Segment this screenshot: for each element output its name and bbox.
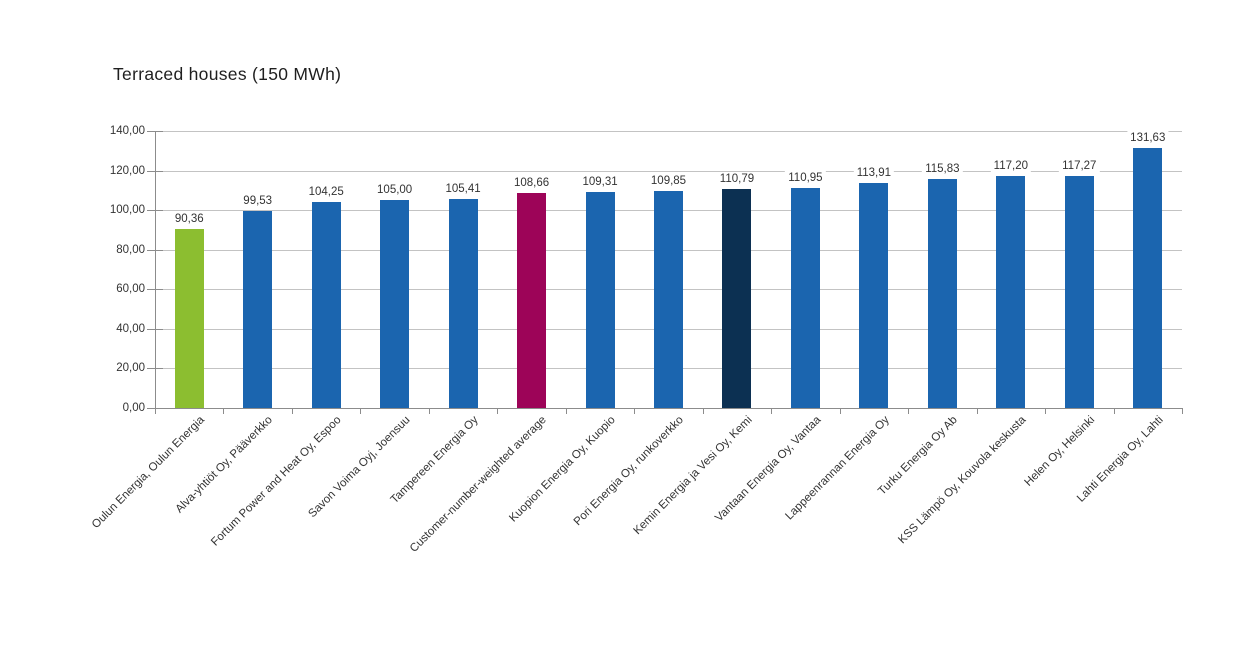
bar xyxy=(243,211,273,408)
bar xyxy=(1064,175,1094,408)
x-axis-tick xyxy=(497,409,498,414)
x-axis-label: Pori Energia Oy, runkoverkko xyxy=(571,414,686,529)
x-axis-tick xyxy=(771,409,772,414)
x-axis-label: Kemin Energia ja Vesi Oy, Kemi xyxy=(631,414,755,538)
y-axis-label: 40,00 xyxy=(116,322,145,335)
y-axis-label: 0,00 xyxy=(122,402,145,414)
x-axis-tick xyxy=(840,409,841,414)
x-axis-label: Fortum Power and Heat Oy, Espoo xyxy=(209,414,344,549)
y-axis-tick xyxy=(147,328,163,330)
gridline xyxy=(155,170,1182,172)
x-axis-tick xyxy=(977,409,978,414)
bar xyxy=(380,200,410,408)
bar-value-label: 115,83 xyxy=(922,161,963,176)
bar xyxy=(585,191,615,408)
x-axis-tick xyxy=(634,409,635,414)
x-axis-label: KSS Lämpö Oy, Kouvola keskusta xyxy=(896,414,1029,547)
bar-value-label: 99,53 xyxy=(240,194,276,209)
bar-value-label: 105,41 xyxy=(442,182,484,197)
bar xyxy=(654,190,683,408)
plot-area: 90,36 99,53 104,25 105,00 105,41 108,66 109,31… xyxy=(155,130,1182,408)
bar-value-label: 109,31 xyxy=(579,174,621,189)
y-axis-label: 20,00 xyxy=(116,362,145,375)
y-axis-tick xyxy=(147,368,163,370)
bar-value-label: 90,36 xyxy=(171,212,207,227)
x-axis-tick xyxy=(1182,409,1183,414)
gridline xyxy=(155,131,1182,132)
bar-value-label: 110,79 xyxy=(716,171,758,186)
y-axis-tick xyxy=(147,170,163,172)
y-axis-label: 80,00 xyxy=(116,243,145,256)
x-axis-tick xyxy=(703,409,704,414)
bar-value-label: 105,00 xyxy=(374,183,416,198)
bar xyxy=(174,229,204,408)
bar xyxy=(859,182,889,408)
x-axis-tick xyxy=(566,409,567,414)
bar xyxy=(517,193,547,408)
bar-value-label: 110,95 xyxy=(785,171,826,186)
y-axis-label: 120,00 xyxy=(109,164,145,177)
bar xyxy=(311,201,341,408)
bar xyxy=(722,188,752,408)
bar xyxy=(790,188,820,408)
bar xyxy=(1133,147,1163,408)
y-axis-tick xyxy=(147,408,163,409)
y-axis-tick xyxy=(147,249,163,251)
x-axis-tick xyxy=(223,409,224,414)
y-axis-tick xyxy=(147,210,163,212)
x-axis-tick xyxy=(429,409,430,414)
bar xyxy=(448,199,478,408)
x-axis-line xyxy=(155,408,1183,409)
bar-value-label: 104,25 xyxy=(305,184,347,199)
bar-value-label: 131,63 xyxy=(1127,130,1169,145)
x-axis-tick xyxy=(908,409,909,414)
bar xyxy=(996,176,1026,408)
x-axis-label: Helen Oy, Helsinki xyxy=(1022,414,1097,489)
bar-value-label: 113,91 xyxy=(853,165,895,180)
x-axis-tick xyxy=(292,409,293,414)
x-axis-tick xyxy=(1114,409,1115,414)
y-axis-line xyxy=(155,131,156,409)
y-axis-label: 140,00 xyxy=(109,125,145,137)
bar-value-label: 117,27 xyxy=(1059,158,1100,173)
x-axis-tick xyxy=(1045,409,1046,414)
x-axis-tick xyxy=(155,409,156,414)
chart-title: Terraced houses (150 MWh) xyxy=(113,64,342,84)
x-axis-label: Customer-number-weighted average xyxy=(408,414,550,555)
x-axis-tick xyxy=(360,409,361,414)
bar-value-label: 109,85 xyxy=(647,173,690,188)
x-axis-label: Oulun Energia, Oulun Energia xyxy=(89,414,207,531)
y-axis-tick xyxy=(147,289,163,291)
y-axis-label: 60,00 xyxy=(116,283,145,296)
y-axis-tick xyxy=(147,131,163,132)
y-axis-label: 100,00 xyxy=(109,204,145,217)
bar-value-label: 117,20 xyxy=(990,159,1031,174)
bar xyxy=(927,178,957,408)
bar-value-label: 108,66 xyxy=(510,176,553,191)
